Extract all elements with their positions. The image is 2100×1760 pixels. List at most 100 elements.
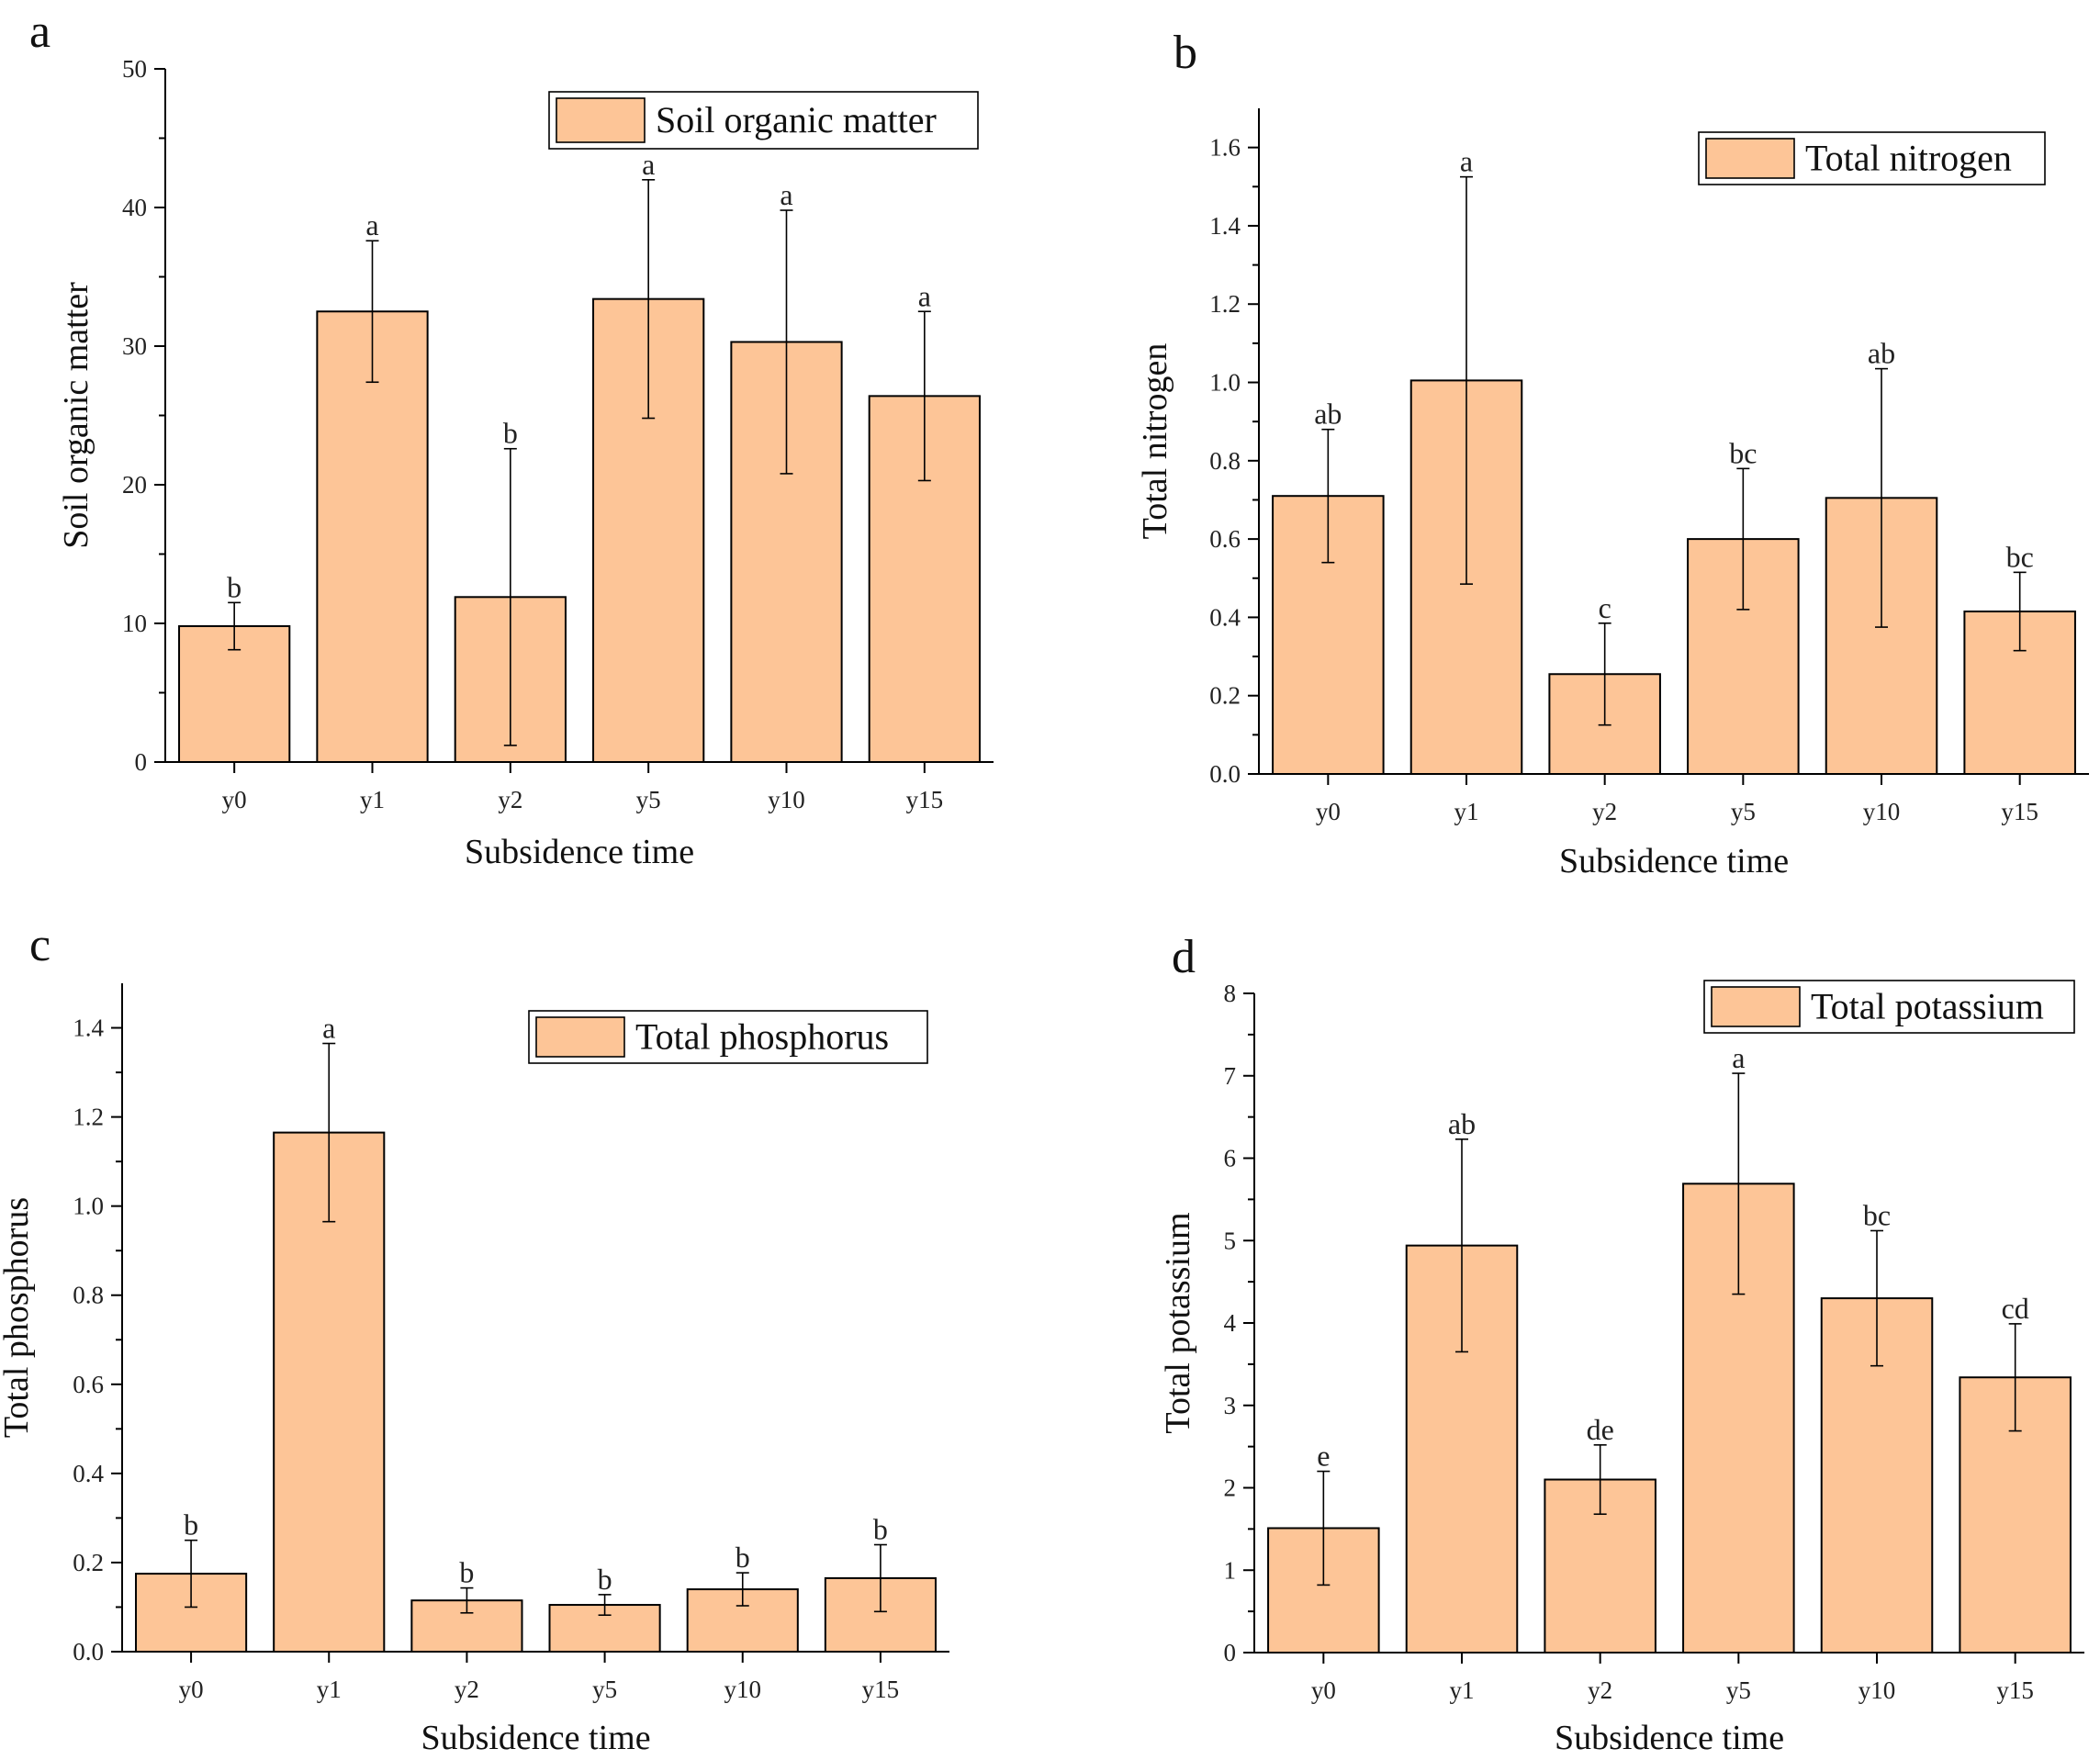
x-tick-label: y2 (1592, 798, 1617, 825)
x-tick-label: y5 (1726, 1676, 1751, 1704)
x-axis-label: Subsidence time (1559, 842, 1789, 880)
y-tick-label: 0.2 (1209, 682, 1241, 710)
y-axis-label: Total potassium (1159, 1212, 1197, 1433)
y-tick-label: 0.8 (1209, 447, 1241, 475)
y-tick-label: 0.6 (1209, 525, 1241, 553)
y-tick-label: 8 (1224, 980, 1237, 1007)
y-tick-label: 30 (122, 332, 147, 360)
significance-letter: b (184, 1508, 198, 1541)
y-tick-label: 0.6 (73, 1371, 104, 1398)
x-tick-label: y15 (1996, 1676, 2034, 1704)
bar-y1 (316, 310, 429, 763)
significance-letter: a (322, 1012, 335, 1045)
x-tick-label: y15 (906, 786, 944, 813)
y-tick-label: 4 (1224, 1309, 1237, 1337)
y-tick-label: 0.4 (1209, 603, 1241, 631)
significance-letter: a (780, 178, 792, 211)
x-tick-label: y0 (1316, 798, 1341, 825)
y-tick-label: 3 (1224, 1392, 1237, 1419)
significance-letter: a (1460, 145, 1473, 178)
significance-letter: a (365, 208, 378, 241)
x-tick-label: y0 (222, 786, 247, 813)
significance-letter: a (642, 148, 655, 181)
y-tick-label: 1.0 (73, 1193, 104, 1220)
y-tick-label: 0 (135, 748, 148, 776)
x-axis-label: Subsidence time (421, 1719, 650, 1757)
legend-label: Total phosphorus (635, 1016, 889, 1058)
significance-letter: b (227, 570, 241, 603)
significance-letter: a (1732, 1041, 1745, 1074)
y-axis-label: Total nitrogen (1136, 343, 1174, 540)
y-tick-label: 2 (1224, 1474, 1237, 1502)
x-tick-label: y15 (2001, 798, 2038, 825)
y-tick-label: 0 (1224, 1639, 1237, 1666)
significance-letter: e (1317, 1440, 1330, 1473)
x-axis-label: Subsidence time (465, 833, 694, 871)
x-tick-label: y1 (1450, 1676, 1475, 1704)
significance-letter: de (1587, 1413, 1614, 1446)
y-tick-label: 0.0 (73, 1638, 104, 1665)
y-tick-label: 20 (122, 471, 147, 499)
legend-label: Soil organic matter (656, 99, 937, 140)
significance-letter: b (459, 1556, 474, 1589)
x-tick-label: y10 (1863, 798, 1901, 825)
significance-letter: bc (1729, 436, 1757, 469)
x-tick-label: y2 (498, 786, 522, 813)
x-tick-label: y2 (1588, 1676, 1612, 1704)
significance-letter: ab (1448, 1107, 1476, 1140)
y-tick-label: 10 (122, 610, 147, 637)
y-tick-label: 6 (1224, 1145, 1237, 1172)
legend-swatch (1705, 138, 1795, 179)
y-tick-label: 0.4 (73, 1460, 104, 1487)
x-tick-label: y5 (592, 1676, 617, 1703)
significance-letter: cd (2002, 1292, 2029, 1325)
significance-letter: c (1599, 591, 1611, 624)
legend-label: Total nitrogen (1805, 138, 2012, 179)
significance-letter: b (736, 1541, 750, 1574)
y-tick-label: 1.2 (73, 1104, 104, 1131)
significance-letter: bc (1863, 1198, 1891, 1231)
legend-swatch (1711, 986, 1801, 1027)
y-tick-label: 1 (1224, 1556, 1237, 1584)
y-tick-label: 50 (122, 55, 147, 83)
y-tick-label: 1.4 (1209, 212, 1241, 240)
panel-b-letter: b (1174, 27, 1197, 79)
x-tick-label: y5 (1731, 798, 1756, 825)
panel-c-letter: c (29, 919, 51, 971)
x-tick-label: y10 (1859, 1676, 1896, 1704)
significance-letter: a (918, 279, 931, 312)
x-tick-label: y1 (317, 1676, 342, 1703)
x-tick-label: y5 (636, 786, 661, 813)
y-tick-label: 1.2 (1209, 290, 1241, 318)
legend-swatch (556, 97, 646, 143)
y-tick-label: 0.0 (1209, 760, 1241, 788)
y-tick-label: 1.0 (1209, 369, 1241, 397)
significance-letter: b (598, 1563, 612, 1596)
y-tick-label: 1.4 (73, 1015, 104, 1042)
x-tick-label: y1 (1454, 798, 1479, 825)
y-tick-label: 0.8 (73, 1282, 104, 1309)
x-axis-label: Subsidence time (1555, 1719, 1784, 1757)
legend-label: Total potassium (1811, 986, 2044, 1027)
significance-letter: ab (1314, 398, 1342, 431)
significance-letter: ab (1868, 337, 1895, 370)
x-tick-label: y1 (360, 786, 385, 813)
x-tick-label: y0 (1311, 1676, 1336, 1704)
y-axis-label: Total phosphorus (0, 1197, 36, 1438)
y-tick-label: 7 (1224, 1062, 1237, 1090)
x-tick-label: y2 (455, 1676, 479, 1703)
y-tick-label: 1.6 (1209, 134, 1241, 162)
chart-total-nitrogen: 0.0 0.2 0.4 0.6 0.8 1.0 1.2 1.4 1.6 ab y0 a y1 c y2 bc y… (1136, 108, 2089, 880)
y-tick-label: 40 (122, 194, 147, 221)
significance-letter: bc (2006, 540, 2034, 573)
x-tick-label: y15 (862, 1676, 900, 1703)
y-axis-label: Soil organic matter (57, 282, 95, 549)
legend-swatch (535, 1016, 625, 1058)
y-tick-label: 5 (1224, 1227, 1237, 1254)
panel-a-letter: a (29, 6, 51, 58)
chart-soil-organic-matter: 0 10 20 30 40 50 b y0 a y1 b y2 a y5 a y10 a y15 Subsidenc… (57, 55, 994, 871)
y-tick-label: 0.2 (73, 1549, 104, 1576)
x-tick-label: y10 (724, 1676, 762, 1703)
